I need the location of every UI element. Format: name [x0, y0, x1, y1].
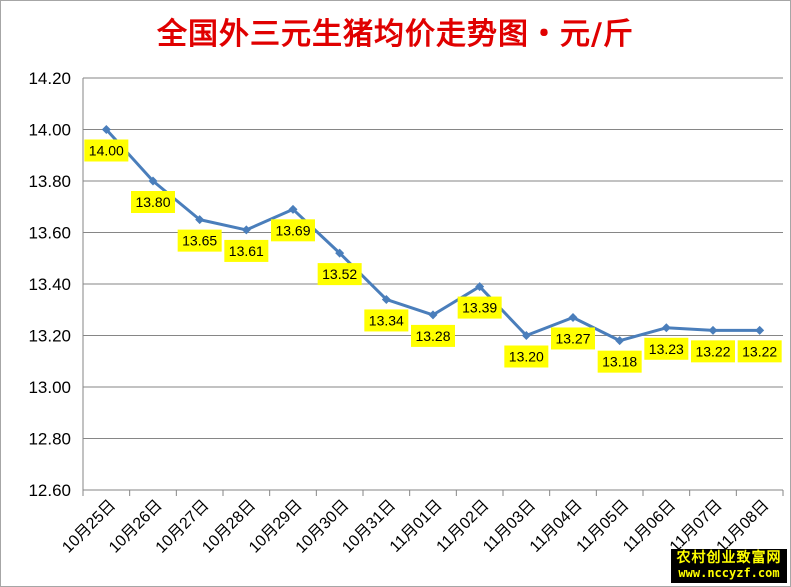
- data-label-box: [271, 219, 315, 242]
- y-tick-label: 14.20: [28, 69, 71, 88]
- watermark-url: www.nccyzf.com: [678, 566, 780, 580]
- data-label-box: [691, 340, 735, 363]
- data-label: 13.28: [415, 328, 450, 344]
- data-point: [195, 215, 205, 225]
- data-label: 13.22: [695, 343, 730, 359]
- data-label-box: [644, 337, 689, 360]
- data-point: [428, 310, 438, 320]
- data-point: [475, 282, 485, 292]
- data-point: [615, 336, 625, 346]
- data-label: 13.34: [369, 312, 404, 328]
- data-point: [241, 225, 251, 235]
- data-label-box: [131, 191, 175, 213]
- data-label-box: [551, 327, 595, 350]
- y-tick-label: 13.40: [28, 275, 71, 294]
- data-point: [708, 325, 718, 335]
- y-tick-label: 14.00: [28, 121, 71, 140]
- data-point: [381, 294, 391, 304]
- data-label-box: [597, 350, 642, 373]
- data-label: 13.52: [322, 266, 357, 282]
- data-point: [521, 331, 531, 340]
- data-label: 13.80: [135, 194, 170, 210]
- data-label: 13.18: [602, 354, 637, 370]
- y-tick-label: 12.80: [28, 430, 71, 449]
- data-label-box: [411, 324, 455, 347]
- data-label: 13.39: [462, 300, 497, 316]
- y-tick-label: 13.60: [28, 224, 71, 243]
- y-tick-label: 13.80: [28, 172, 71, 191]
- data-label-box: [457, 296, 502, 319]
- data-label-box: [84, 139, 129, 162]
- data-label: 13.65: [182, 233, 217, 249]
- chart-title: 全国外三元生猪均价走势图・元/斤: [157, 17, 634, 52]
- data-point: [661, 323, 671, 333]
- data-label: 13.27: [555, 330, 590, 346]
- data-label-box: [317, 263, 362, 286]
- y-tick-label: 12.60: [28, 481, 71, 500]
- watermark-text: 农村创业致富网: [676, 550, 782, 566]
- data-label-box: [737, 340, 782, 363]
- data-label: 14.00: [89, 143, 124, 159]
- data-point: [101, 125, 111, 134]
- data-label-box: [364, 309, 409, 332]
- data-label: 13.23: [649, 341, 684, 357]
- data-label-box: [504, 345, 549, 368]
- data-label-box: [224, 239, 269, 262]
- y-tick-label: 13.20: [28, 327, 71, 346]
- watermark-logo: 农村创业致富网 www.nccyzf.com: [671, 549, 787, 583]
- data-label: 13.61: [229, 243, 264, 259]
- data-label: 13.20: [509, 349, 544, 365]
- data-point: [568, 312, 578, 322]
- data-point: [288, 204, 298, 214]
- data-label: 13.69: [275, 222, 310, 238]
- data-label: 13.22: [742, 343, 777, 359]
- data-point: [755, 325, 765, 335]
- y-tick-label: 13.00: [28, 378, 71, 397]
- data-point: [335, 248, 345, 258]
- data-label-box: [177, 229, 222, 252]
- data-point: [148, 176, 158, 186]
